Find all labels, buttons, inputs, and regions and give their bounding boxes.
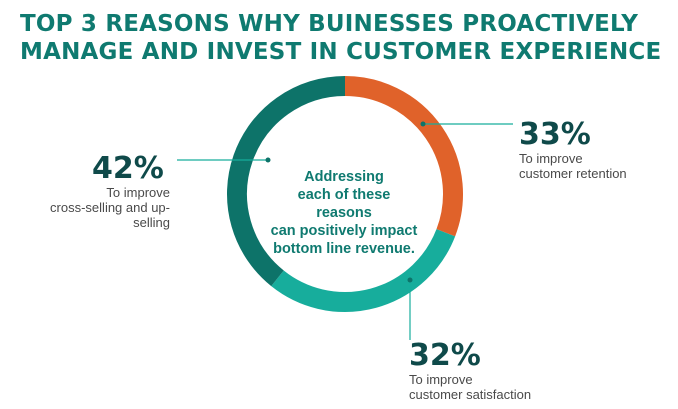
chart-title-line-1: TOP 3 REASONS WHY BUINESSES PROACTIVELY <box>20 11 639 37</box>
center-text-line-1: Addressing <box>304 169 384 185</box>
leader-dot-satisfaction <box>407 277 413 283</box>
donut-slice-retention <box>344 76 463 237</box>
center-text-line-4: bottom line revenue. <box>273 241 415 257</box>
label-cross-selling: 42% To improve cross-selling and up-sell… <box>20 151 170 231</box>
label-satisfaction: 32% To improve customer satisfaction <box>409 338 532 403</box>
center-text: Addressing each of these reasons can pos… <box>268 168 420 258</box>
label-cross-selling-desc-1: To improve <box>106 185 170 200</box>
chart-title-line-2: MANAGE AND INVEST IN CUSTOMER EXPERIENCE <box>20 39 662 65</box>
leader-dot-cross-selling <box>265 157 271 163</box>
leader-lines <box>177 121 513 340</box>
label-satisfaction-desc-2: customer satisfaction <box>409 387 532 402</box>
label-satisfaction-value: 32% <box>409 338 481 373</box>
donut-slice-cross-selling <box>227 76 346 287</box>
label-satisfaction-desc-1: To improve <box>409 372 473 387</box>
donut-arcs <box>227 76 463 312</box>
chart-title: TOP 3 REASONS WHY BUINESSES PROACTIVELY … <box>20 10 662 66</box>
label-retention-value: 33% <box>519 117 591 152</box>
label-retention: 33% To improve customer retention <box>519 117 627 182</box>
label-cross-selling-desc-2: cross-selling and up-selling <box>50 200 170 230</box>
label-cross-selling-value: 42% <box>92 151 164 186</box>
label-retention-desc-1: To improve <box>519 151 583 166</box>
donut-slice-satisfaction <box>271 228 456 312</box>
leader-dot-retention <box>420 121 426 127</box>
center-text-line-2: each of these reasons <box>297 187 391 221</box>
label-retention-desc-2: customer retention <box>519 166 627 181</box>
center-text-line-3: can positively impact <box>270 223 418 239</box>
